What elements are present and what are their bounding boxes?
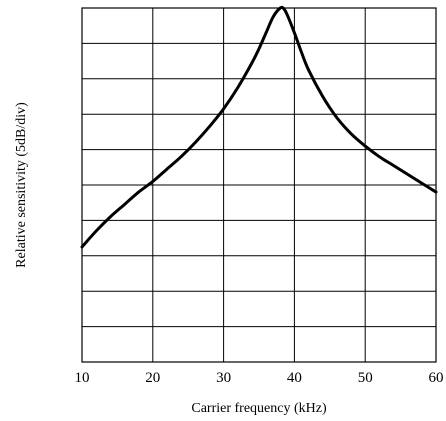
series-layer xyxy=(80,5,438,249)
x-tick-labels: 10 20 30 40 50 60 xyxy=(75,370,444,386)
series-line xyxy=(80,5,438,249)
plot-area-frame xyxy=(81,7,437,363)
x-tick-label: 20 xyxy=(145,370,160,386)
x-tick-label: 60 xyxy=(429,370,444,386)
grid xyxy=(81,7,437,363)
x-tick-label: 40 xyxy=(287,370,302,386)
x-tick-label: 50 xyxy=(358,370,373,386)
y-axis-title: Relative sensitivity (5dB/div) xyxy=(14,102,29,268)
x-axis-title: Carrier frequency (kHz) xyxy=(191,401,327,416)
x-tick-label: 30 xyxy=(216,370,231,386)
x-tick-label: 10 xyxy=(75,370,90,386)
